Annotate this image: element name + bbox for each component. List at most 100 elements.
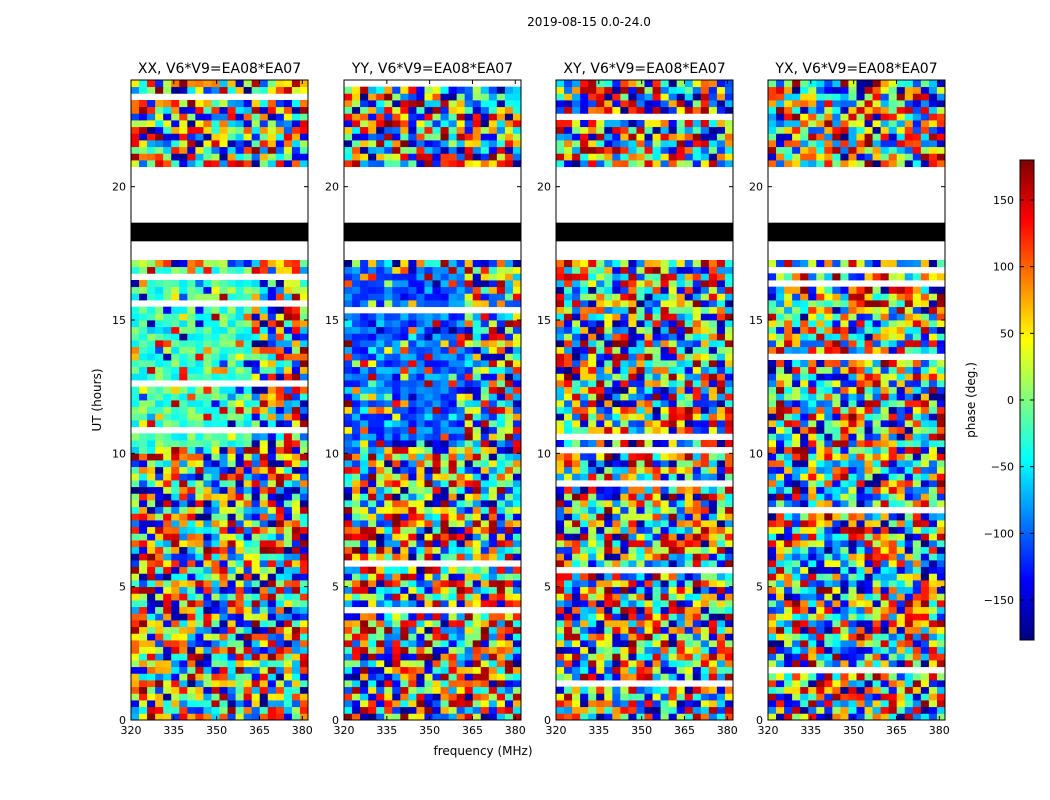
heatmap-cell bbox=[612, 406, 621, 414]
heatmap-cell bbox=[131, 660, 140, 668]
heatmap-cell bbox=[572, 300, 581, 308]
heatmap-cell bbox=[652, 300, 661, 308]
heatmap-cell bbox=[267, 606, 277, 614]
heatmap-cell bbox=[203, 713, 212, 721]
heatmap-cell bbox=[203, 533, 212, 541]
heatmap-cell bbox=[352, 593, 361, 601]
heatmap-cell bbox=[179, 353, 188, 361]
heatmap-cell bbox=[596, 620, 605, 628]
heatmap-cell bbox=[472, 433, 482, 441]
heatmap-cell bbox=[716, 506, 726, 514]
heatmap-cell bbox=[416, 406, 425, 414]
heatmap-cell bbox=[376, 113, 385, 121]
heatmap-cell bbox=[360, 660, 369, 668]
heatmap-cell bbox=[588, 526, 597, 534]
heatmap-cell bbox=[139, 400, 148, 408]
heatmap-cell bbox=[283, 626, 293, 634]
heatmap-cell bbox=[644, 560, 653, 568]
heatmap-cell bbox=[504, 593, 514, 601]
heatmap-cell bbox=[580, 546, 589, 554]
heatmap-cell bbox=[708, 326, 718, 334]
heatmap-cell bbox=[283, 306, 293, 314]
heatmap-cell bbox=[588, 713, 597, 721]
heatmap-cell bbox=[472, 300, 482, 308]
heatmap-cell bbox=[556, 520, 565, 528]
heatmap-cell bbox=[291, 713, 301, 721]
heatmap-cell bbox=[171, 560, 180, 568]
heatmap-cell bbox=[464, 333, 474, 341]
heatmap-cell bbox=[572, 340, 581, 348]
heatmap-cell bbox=[155, 106, 164, 114]
heatmap-cell bbox=[448, 580, 458, 588]
heatmap-cell bbox=[496, 420, 506, 428]
heatmap-cell bbox=[604, 320, 613, 328]
x-tick-label: 380 bbox=[505, 724, 526, 737]
heatmap-cell bbox=[580, 340, 589, 348]
heatmap-cell bbox=[179, 673, 188, 681]
heatmap-cell bbox=[155, 600, 164, 608]
x-tick-label: 320 bbox=[121, 724, 142, 737]
heatmap-cell bbox=[440, 700, 449, 708]
heatmap-cell bbox=[596, 593, 605, 601]
heatmap-cell bbox=[283, 346, 293, 354]
heatmap-cell bbox=[488, 706, 498, 714]
heatmap-cell bbox=[195, 480, 204, 488]
heatmap-cell bbox=[636, 513, 645, 521]
heatmap-cell bbox=[219, 640, 228, 648]
heatmap-cell bbox=[604, 606, 613, 614]
heatmap-cell bbox=[131, 160, 140, 168]
heatmap-cell bbox=[299, 640, 309, 648]
heatmap-cell bbox=[644, 580, 653, 588]
heatmap-cell bbox=[440, 373, 449, 381]
heatmap-cell bbox=[291, 106, 301, 114]
heatmap-cell bbox=[432, 620, 441, 628]
heatmap-cell bbox=[267, 493, 277, 501]
heatmap-cell bbox=[344, 140, 353, 148]
heatmap-cell bbox=[684, 506, 694, 514]
heatmap-cell bbox=[131, 633, 140, 641]
heatmap-cell bbox=[716, 286, 726, 294]
heatmap-cell bbox=[456, 466, 466, 474]
heatmap-cell bbox=[708, 360, 718, 368]
heatmap-cell bbox=[251, 106, 261, 114]
heatmap-cell bbox=[440, 486, 449, 494]
heatmap-cell bbox=[448, 406, 458, 414]
heatmap-cell bbox=[668, 286, 678, 294]
heatmap-cell bbox=[668, 706, 678, 714]
heatmap-cell bbox=[131, 586, 140, 594]
heatmap-cell bbox=[440, 600, 449, 608]
heatmap-cell bbox=[596, 386, 605, 394]
heatmap-cell bbox=[352, 326, 361, 334]
heatmap-cell bbox=[564, 346, 573, 354]
heatmap-cell bbox=[408, 140, 417, 148]
heatmap-cell bbox=[488, 580, 498, 588]
heatmap-cell bbox=[480, 593, 490, 601]
heatmap-cell bbox=[211, 406, 220, 414]
heatmap-cell bbox=[267, 366, 277, 374]
heatmap-cell bbox=[392, 673, 401, 681]
heatmap-cell bbox=[464, 600, 474, 608]
heatmap-cell bbox=[211, 506, 220, 514]
heatmap-cell bbox=[235, 480, 245, 488]
heatmap-cell bbox=[572, 260, 581, 268]
heatmap-cell bbox=[612, 393, 621, 401]
heatmap-cell bbox=[187, 686, 196, 694]
heatmap-cell bbox=[512, 600, 522, 608]
heatmap-cell bbox=[408, 313, 417, 321]
heatmap-cell bbox=[163, 633, 172, 641]
heatmap-cell bbox=[219, 620, 228, 628]
heatmap-cell bbox=[392, 146, 401, 154]
heatmap-cell bbox=[235, 393, 245, 401]
heatmap-cell bbox=[227, 266, 236, 274]
heatmap-cell bbox=[676, 460, 686, 468]
heatmap-cell bbox=[636, 393, 645, 401]
heatmap-cell bbox=[291, 260, 301, 268]
heatmap-cell bbox=[283, 320, 293, 328]
heatmap-cell bbox=[676, 613, 686, 621]
heatmap-cell bbox=[227, 613, 236, 621]
heatmap-cell bbox=[275, 613, 285, 621]
heatmap-cell bbox=[716, 660, 726, 668]
heatmap-cell bbox=[360, 293, 369, 301]
heatmap-cell bbox=[291, 533, 301, 541]
